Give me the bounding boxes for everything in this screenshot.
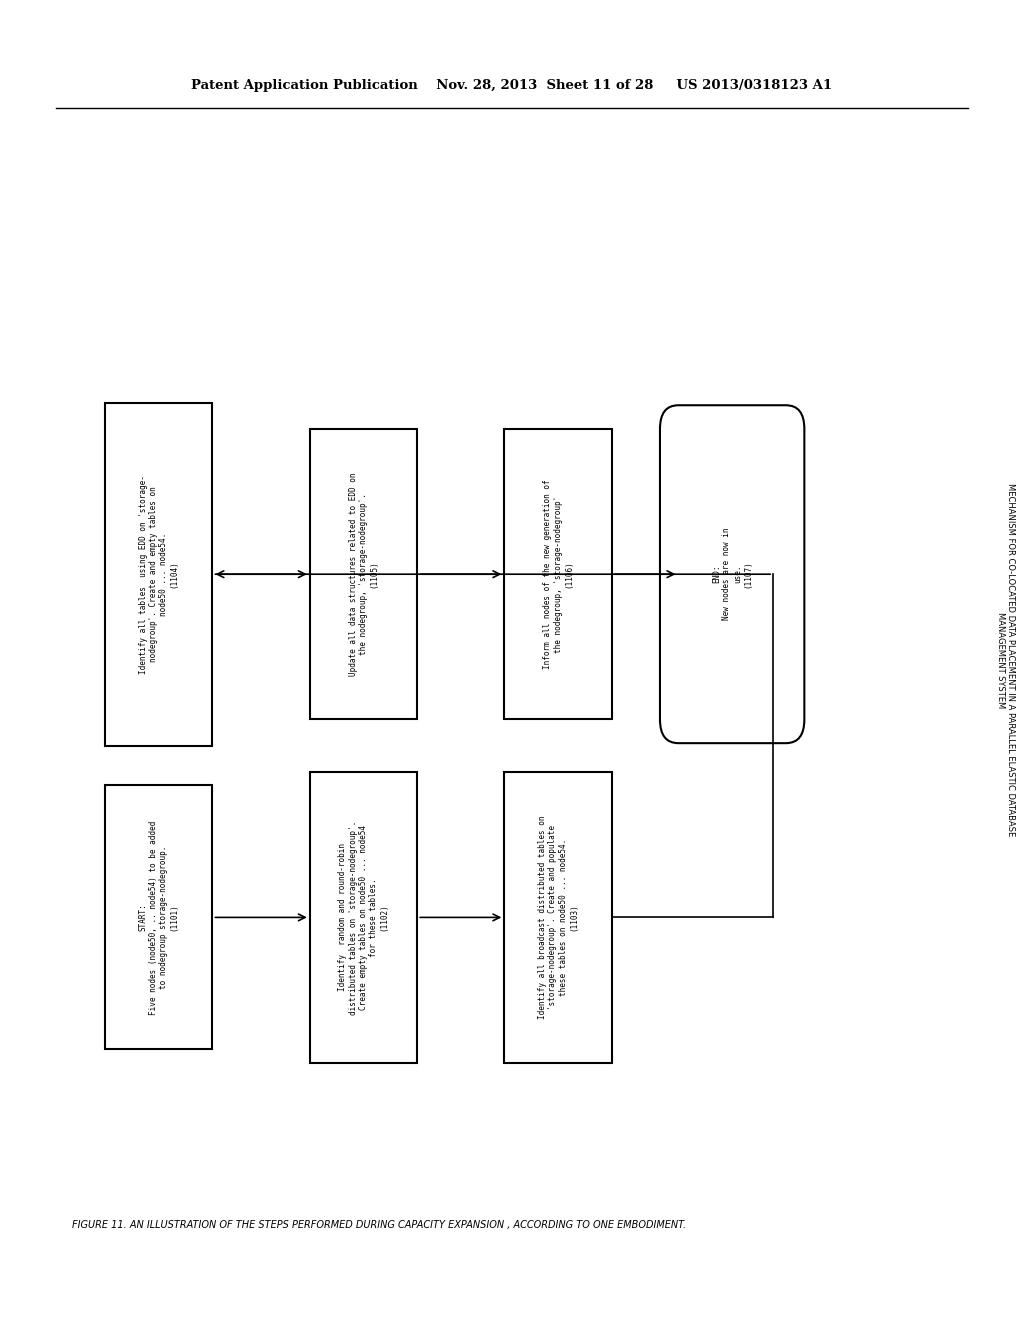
Bar — [505, 772, 612, 1063]
Text: Patent Application Publication    Nov. 28, 2013  Sheet 11 of 28     US 2013/0318: Patent Application Publication Nov. 28, … — [191, 79, 833, 92]
Text: MECHANISM FOR CO-LOCATED DATA PLACEMENT IN A PARALLEL ELASTIC DATABASE
MANAGEMEN: MECHANISM FOR CO-LOCATED DATA PLACEMENT … — [996, 483, 1015, 837]
Text: Identify all tables  using EDD on 'storage-
nodegroup'. Create and empty tables : Identify all tables using EDD on 'storag… — [138, 475, 179, 673]
Text: START:
Five nodes (node50, .. node54) to be added
to nodegroup storage-nodegroup: START: Five nodes (node50, .. node54) to… — [138, 820, 179, 1015]
Text: Update all data structures related to EDD on
the nodegroup, 'storage-nodegroup'.: Update all data structures related to ED… — [348, 473, 379, 676]
Bar — [105, 785, 213, 1049]
Text: END:
New nodes are now in
use.
(1107): END: New nodes are now in use. (1107) — [712, 528, 753, 620]
FancyBboxPatch shape — [659, 405, 805, 743]
Text: FIGURE 11. AN ILLUSTRATION OF THE STEPS PERFORMED DURING CAPACITY EXPANSION , AC: FIGURE 11. AN ILLUSTRATION OF THE STEPS … — [72, 1220, 686, 1230]
Bar — [505, 429, 612, 719]
Text: Inform all nodes of the new generation of
the nodegroup, 'storage-nodegroup'
(11: Inform all nodes of the new generation o… — [543, 479, 573, 669]
Bar — [309, 772, 418, 1063]
Text: Identify all broadcast distributed tables on
'storage-nodegroup'. Create and pop: Identify all broadcast distributed table… — [538, 816, 579, 1019]
Bar — [105, 403, 213, 746]
Bar — [309, 429, 418, 719]
Text: Identify  random and round-robin
distributed tables on 'storage-nodegroup'.
Crea: Identify random and round-robin distribu… — [338, 820, 389, 1015]
